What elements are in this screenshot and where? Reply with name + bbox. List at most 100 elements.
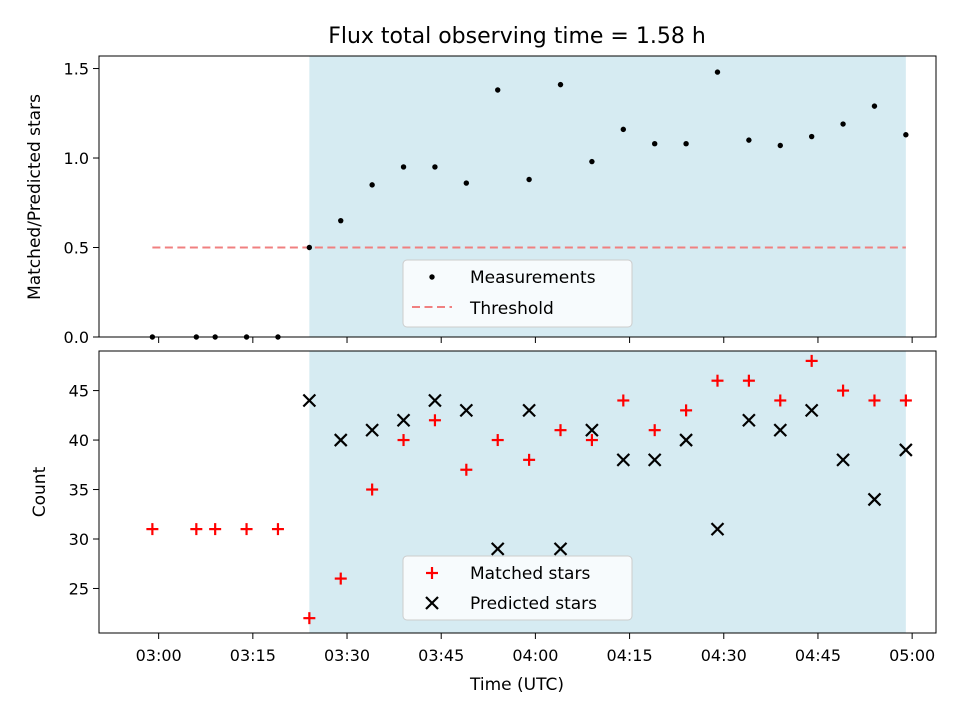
predicted-star-point <box>899 443 913 457</box>
matched-star-point <box>648 424 661 437</box>
measurement-point <box>683 141 689 147</box>
predicted-star-point <box>333 433 348 447</box>
measurement-point <box>400 164 407 170</box>
top-y-tick-label: 0.5 <box>64 239 89 258</box>
predicted-star-stroke-b <box>773 423 788 437</box>
legend-measurements-marker <box>429 274 435 280</box>
matched-star-point <box>617 394 630 407</box>
measurement-point <box>526 176 532 183</box>
predicted-star-stroke-b <box>710 522 725 536</box>
measurement-point <box>463 180 470 186</box>
bottom-y-tick-label: 35 <box>69 481 89 500</box>
predicted-star-stroke-b <box>396 413 411 428</box>
chart-title: Flux total observing time = 1.58 h <box>328 24 706 49</box>
measurement-point <box>808 133 815 140</box>
measurement-point <box>338 217 344 224</box>
legend-predicted-marker <box>425 596 439 610</box>
predicted-star-stroke-b <box>553 542 568 556</box>
legend-matched-marker <box>426 567 438 579</box>
predicted-star-point <box>428 393 442 408</box>
predicted-star-stroke-b <box>302 393 317 408</box>
matched-star-point <box>366 483 379 496</box>
bottom-y-ticks: 25 30 35 40 45 <box>69 382 99 598</box>
bottom-axes-frame <box>98 350 937 634</box>
legend-threshold-label: Threshold <box>469 299 554 319</box>
predicted-star-point <box>742 413 756 428</box>
bottom-panel: 25 30 35 40 45 03:00 03:15 03:30 03:45 04:00 04:1… <box>30 350 937 695</box>
measurement-point <box>495 87 501 93</box>
bottom-y-tick-label: 40 <box>69 431 89 450</box>
predicted-star-point <box>616 453 631 467</box>
predicted-star-point <box>490 542 505 556</box>
x-tick-label: 03:30 <box>324 646 370 665</box>
top-x-ticks <box>158 337 913 343</box>
predicted-star-stroke-b <box>333 433 348 447</box>
predicted-star-point <box>585 423 599 437</box>
matched-star-point <box>334 572 347 585</box>
matched-star-point <box>554 424 567 437</box>
measurement-point <box>589 158 595 165</box>
matched-star-point <box>837 384 850 397</box>
predicted-star-stroke-b <box>365 423 379 437</box>
legend-predicted-label: Predicted stars <box>470 594 597 614</box>
bottom-y-tick-label: 25 <box>69 579 89 598</box>
matched-star-point <box>428 414 441 427</box>
x-tick-label: 04:15 <box>607 646 653 665</box>
top-y-axis-label: Matched/Predicted stars <box>25 94 45 300</box>
predicted-star-stroke-b <box>522 403 536 418</box>
measurement-point <box>432 164 438 170</box>
bottom-y-tick-label: 30 <box>69 530 89 549</box>
predicted-star-point <box>459 403 474 418</box>
predicted-star-stroke-b <box>490 542 505 556</box>
matched-star-point <box>585 434 598 447</box>
matched-star-point <box>303 612 316 625</box>
x-tick-label: 03:45 <box>418 646 464 665</box>
measurement-point <box>306 244 313 251</box>
legend-measurements-label: Measurements <box>470 268 596 288</box>
predicted-star-point <box>773 423 788 437</box>
predicted-star-stroke-b <box>459 403 474 418</box>
x-tick-label: 03:15 <box>230 646 276 665</box>
matched-star-point <box>146 523 159 536</box>
matched-star-point <box>190 523 203 536</box>
matched-star-point <box>805 354 818 367</box>
count-points <box>146 354 913 625</box>
predicted-star-stroke-b <box>647 453 662 467</box>
predicted-star-stroke-b <box>804 403 819 418</box>
predicted-star-stroke-b <box>836 453 850 467</box>
matched-star-point <box>523 453 536 466</box>
measurement-point <box>651 141 658 147</box>
measurement-point <box>840 121 846 127</box>
x-tick-label: 04:00 <box>512 646 558 665</box>
measurement-point <box>369 182 375 188</box>
measurement-point <box>903 132 909 138</box>
matched-star-point <box>899 394 912 407</box>
bottom-legend-box <box>402 555 633 621</box>
top-legend-box <box>402 259 633 328</box>
legend-matched-label: Matched stars <box>470 564 590 584</box>
measurement-point <box>714 69 721 75</box>
predicted-star-point <box>867 492 882 507</box>
matched-star-point <box>209 523 222 536</box>
matched-star-point <box>868 394 881 407</box>
predicted-star-point <box>396 413 411 428</box>
matched-star-point <box>774 394 787 407</box>
predicted-star-point <box>522 403 536 418</box>
predicted-star-point <box>553 542 568 556</box>
predicted-star-point <box>647 453 662 467</box>
top-y-tick-label: 1.0 <box>64 149 89 168</box>
measurement-point <box>871 103 878 109</box>
top-panel: 0.0 0.5 1.0 1.5 Flux total observing time =… <box>25 24 937 347</box>
predicted-star-point <box>836 453 850 467</box>
predicted-star-stroke-b <box>428 393 442 408</box>
top-y-tick-label: 0.0 <box>64 328 89 347</box>
predicted-star-point <box>365 423 379 437</box>
x-tick-label: 03:00 <box>136 646 182 665</box>
measurement-points <box>149 69 909 340</box>
predicted-star-point <box>804 403 819 418</box>
top-axes-frame <box>98 55 937 338</box>
top-y-ticks: 0.0 0.5 1.0 1.5 <box>64 60 99 347</box>
matched-star-point <box>680 404 693 417</box>
